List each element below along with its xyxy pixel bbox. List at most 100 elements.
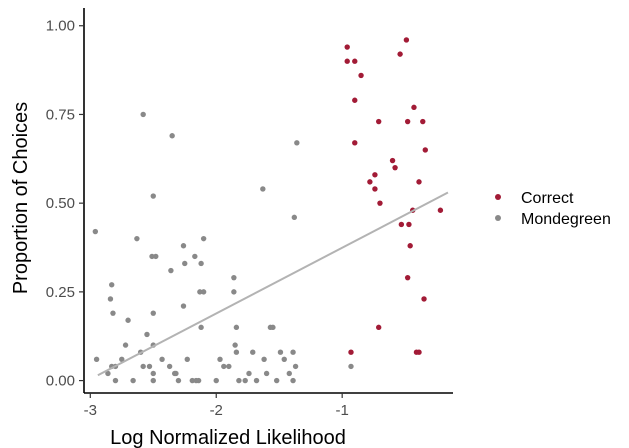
data-point-correct (398, 221, 405, 228)
data-point-mondegreen (291, 214, 298, 221)
x-tick-label: -1 (336, 402, 349, 419)
data-point-correct (422, 147, 428, 153)
data-point-mondegreen (144, 331, 150, 338)
data-point-correct (392, 164, 398, 171)
data-point-mondegreen (233, 324, 240, 331)
data-point-mondegreen (173, 370, 179, 377)
data-point-mondegreen (150, 193, 156, 199)
x-axis-ticks: -3 -2 -1 (84, 393, 349, 419)
data-point-mondegreen (232, 342, 238, 348)
data-point-mondegreen (150, 377, 156, 384)
data-point-mondegreen (270, 324, 276, 331)
data-point-correct (358, 72, 364, 79)
data-point-mondegreen (180, 303, 187, 309)
data-point-mondegreen (146, 363, 153, 370)
data-point-correct (403, 37, 410, 43)
data-point-correct (406, 221, 412, 228)
data-point-mondegreen (168, 267, 174, 274)
plot-area (92, 37, 449, 384)
y-tick-label: 0.50 (46, 195, 75, 212)
data-point-mondegreen (221, 363, 227, 370)
data-point-correct (344, 44, 350, 50)
data-point-mondegreen (189, 377, 196, 384)
data-point-mondegreen (93, 356, 100, 362)
data-point-mondegreen (246, 370, 252, 377)
data-point-mondegreen (286, 370, 292, 377)
data-point-correct (421, 296, 427, 302)
y-tick-label: 0.25 (46, 284, 75, 301)
data-point-mondegreen (110, 310, 116, 316)
data-point-mondegreen (292, 363, 299, 370)
y-tick-label: 1.00 (46, 18, 75, 35)
data-point-correct (404, 274, 411, 281)
data-point-correct (407, 243, 413, 249)
data-point-mondegreen (159, 356, 165, 362)
data-point-mondegreen (290, 349, 296, 355)
data-point-mondegreen (109, 282, 115, 288)
data-point-correct (372, 186, 378, 192)
data-point-mondegreen (242, 377, 248, 384)
data-point-correct (376, 118, 382, 125)
legend-marker-correct (495, 194, 501, 200)
data-point-correct (352, 58, 358, 64)
data-point-mondegreen (198, 324, 204, 331)
trend-line (97, 191, 449, 377)
data-point-mondegreen (180, 243, 187, 249)
data-point-mondegreen (193, 377, 199, 384)
data-point-correct (372, 172, 378, 178)
legend: Correct Mondegreen (495, 190, 611, 228)
x-tick-label: -2 (210, 402, 223, 419)
data-point-correct (344, 58, 350, 64)
data-point-mondegreen (263, 370, 270, 377)
data-point-mondegreen (149, 253, 155, 260)
data-point-mondegreen (261, 356, 267, 362)
data-point-correct (416, 349, 422, 355)
data-point-mondegreen (166, 363, 173, 370)
data-point-mondegreen (231, 274, 237, 281)
data-point-mondegreen (198, 260, 204, 267)
y-axis-ticks: 0.00 0.25 0.50 0.75 1.00 (46, 18, 84, 390)
data-point-correct (420, 118, 426, 125)
axes (83, 8, 453, 394)
data-point-correct (367, 179, 373, 185)
y-tick-label: 0.75 (46, 106, 75, 123)
data-point-mondegreen (260, 186, 266, 192)
data-point-mondegreen (226, 363, 232, 370)
legend-label-correct: Correct (521, 190, 574, 207)
data-point-correct (404, 118, 411, 125)
data-point-mondegreen (250, 349, 256, 355)
data-point-mondegreen (281, 356, 287, 362)
data-point-correct (352, 140, 358, 146)
data-point-correct (352, 97, 358, 103)
y-tick-label: 0.00 (46, 373, 75, 390)
data-point-mondegreen (150, 370, 156, 377)
data-point-correct (397, 51, 403, 57)
data-point-correct (416, 179, 422, 185)
data-point-mondegreen (112, 377, 119, 384)
data-point-correct (348, 349, 354, 355)
data-point-mondegreen (200, 235, 207, 242)
data-point-mondegreen (197, 289, 203, 295)
data-point-mondegreen (119, 356, 125, 362)
series-correct (344, 37, 444, 355)
data-point-mondegreen (277, 349, 284, 355)
data-point-mondegreen (294, 140, 300, 146)
data-point-mondegreen (273, 377, 280, 384)
data-point-mondegreen (217, 356, 223, 362)
legend-label-mondegreen: Mondegreen (521, 211, 611, 228)
data-point-correct (411, 104, 417, 111)
data-point-mondegreen (290, 377, 296, 384)
data-point-mondegreen (213, 377, 219, 384)
data-point-mondegreen (233, 349, 240, 355)
data-point-correct (376, 324, 382, 331)
data-point-mondegreen (130, 377, 136, 384)
data-point-mondegreen (150, 310, 156, 316)
data-point-mondegreen (107, 296, 114, 302)
data-point-mondegreen (200, 289, 207, 295)
legend-marker-mondegreen (495, 215, 501, 221)
data-point-mondegreen (231, 289, 237, 295)
data-point-mondegreen (192, 253, 198, 260)
series-mondegreen (92, 111, 354, 384)
data-point-mondegreen (253, 377, 260, 384)
